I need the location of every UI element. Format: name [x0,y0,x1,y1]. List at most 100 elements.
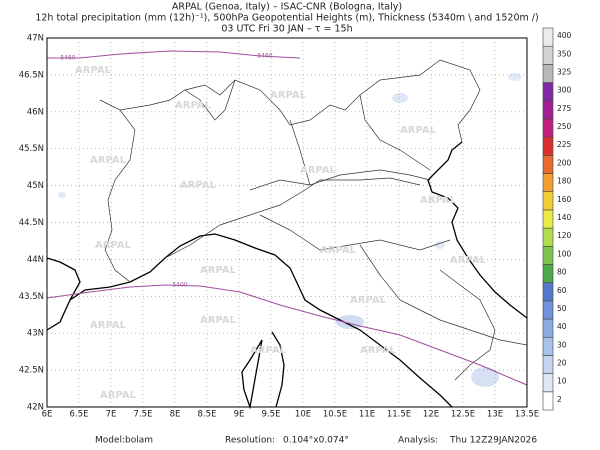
y-tick-label: 46N [27,107,44,117]
borders [99,59,528,381]
colorbar-label: 140 [557,213,572,222]
watermark: ARPAL [175,100,212,111]
colorbar-label: 250 [557,122,572,131]
colorbar-swatch [542,300,554,320]
colorbar-swatch [542,209,554,229]
footer-value: 0.104°x0.074° [283,436,349,446]
colorbar-swatch [542,64,554,83]
x-tick-label: 11E [359,410,375,420]
colorbar-label: 80 [557,268,567,277]
colorbar-label: 10 [557,377,567,386]
colorbar-swatch [542,82,554,102]
colorbar-label: 50 [557,304,567,313]
footer-label: Analysis: [398,436,438,446]
map-frame [46,37,528,408]
watermark: ARPAL [360,345,397,356]
colorbar-label: 60 [557,286,567,295]
coastlines [46,141,528,410]
colorbar-label: 30 [557,340,567,349]
colorbar-swatch [542,391,554,411]
watermark: ARPAL [90,155,127,166]
footer-label: Model: [95,436,125,446]
x-tick-label: 12.5E [451,410,475,420]
colorbar-label: 325 [557,67,572,76]
x-tick-label: 11.5E [387,410,411,420]
height-contour [47,50,301,59]
watermark: ARPAL [95,240,132,251]
watermark: ARPAL [350,295,387,306]
x-tick-label: 13.5E [515,410,539,420]
colorbar-swatch [542,355,554,374]
colorbar-swatch [542,264,554,283]
header-line: 03 UTC Fri 30 JAN – τ = 15h [221,24,352,35]
footer-value: bolam [125,436,153,446]
colorbar-label: 225 [557,140,572,149]
watermark: ARPAL [75,65,112,76]
colorbar-swatch [542,155,554,174]
y-tick-label: 43.5N [19,292,44,302]
colorbar-swatch [542,173,554,193]
colorbar-swatch [542,282,554,302]
watermark: ARPAL [450,255,487,266]
x-tick-label: 13E [487,410,503,420]
height-contour [46,284,528,386]
watermark: ARPAL [270,90,307,101]
y-tick-label: 43N [27,329,44,339]
header-line: 12h total precipitation (mm (12h)⁻¹), 50… [35,13,538,24]
x-tick-label: 10.5E [323,410,347,420]
watermark: ARPAL [200,265,237,276]
y-tick-label: 45.5N [19,144,44,154]
colorbar-swatch [542,245,554,265]
colorbar-label: 200 [557,158,572,167]
x-tick-label: 12E [423,410,439,420]
contour-label: 5400 [172,282,187,289]
y-tick-label: 44.5N [19,218,44,228]
colorbar-label: 400 [557,31,572,40]
contour-label: 5460 [60,55,75,62]
y-tick-label: 47N [27,34,44,44]
x-tick-label: 10E [295,410,311,420]
x-tick-label: 9.5E [262,410,281,420]
footer-label: Resolution: [225,436,275,446]
colorbar-label: 300 [557,86,572,95]
colorbar-swatch [542,118,554,138]
colorbar-swatch [542,27,554,47]
colorbar-swatch [542,191,554,211]
y-tick-label: 42N [27,403,44,413]
watermark: ARPAL [180,180,217,191]
y-tick-label: 45N [27,181,44,191]
x-tick-label: 8.5E [198,410,217,420]
colorbar-label: 350 [557,49,572,58]
watermark: ARPAL [250,345,287,356]
y-tick-label: 44N [27,255,44,265]
y-tick-label: 42.5N [19,366,44,376]
colorbar-label: 160 [557,195,572,204]
contour-label: 5460 [257,53,272,60]
colorbar-label: 120 [557,231,572,240]
colorbar-label: 20 [557,359,567,368]
watermark: ARPAL [100,390,137,401]
x-tick-label: 6.5E [70,410,89,420]
colorbar-label: 40 [557,322,567,331]
x-tick-label: 6E [42,410,53,420]
watermark: ARPAL [90,320,127,331]
colorbar-label: 100 [557,249,572,258]
colorbar-swatch [542,136,554,156]
colorbar-swatch [542,100,554,120]
colorbar-swatch [542,45,554,65]
colorbar-label: 2 [557,395,562,404]
watermark: ARPAL [400,125,437,136]
colorbar-swatch [542,318,554,338]
colorbar-label: 275 [557,104,572,113]
watermark: ARPAL [320,245,357,256]
x-tick-label: 8E [170,410,181,420]
y-tick-label: 46.5N [19,70,44,80]
colorbar-swatch [542,373,554,393]
x-tick-label: 9E [234,410,245,420]
watermark: ARPAL [420,195,457,206]
colorbar-swatch [542,336,554,356]
watermark: ARPAL [200,315,237,326]
colorbar-label: 180 [557,177,572,186]
watermark: ARPAL [300,165,337,176]
